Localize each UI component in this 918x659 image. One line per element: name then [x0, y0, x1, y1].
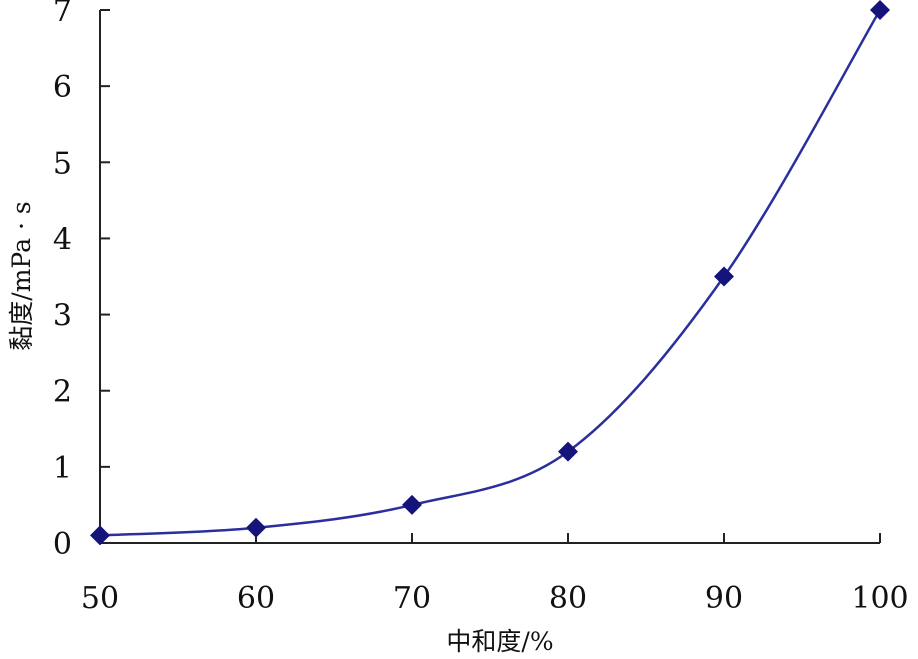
y-tick-label: 3: [53, 299, 72, 334]
x-axis-ticks: 50 60 70 80 90 100: [81, 533, 909, 616]
x-tick-label: 50: [81, 581, 119, 616]
x-tick-label: 90: [705, 581, 743, 616]
y-tick-label: 5: [53, 146, 72, 181]
x-tick-label: 80: [549, 581, 587, 616]
x-tick-label: 100: [851, 581, 908, 616]
y-tick-label: 7: [53, 0, 72, 29]
y-tick-label: 4: [53, 222, 72, 257]
series-group: [90, 0, 890, 546]
data-point-marker: [558, 441, 578, 462]
data-point-marker: [402, 494, 422, 515]
x-axis-label: 中和度/%: [446, 627, 553, 656]
data-point-marker: [246, 517, 266, 538]
axes: [99, 10, 880, 544]
data-point-marker: [714, 266, 734, 287]
data-point-marker: [870, 0, 890, 20]
y-tick-label: 0: [53, 527, 72, 562]
y-axis-ticks: 0 1 2 3 4 5 6 7: [53, 0, 110, 562]
x-tick-label: 70: [393, 581, 431, 616]
x-tick-label: 60: [237, 581, 275, 616]
series-line: [99, 9, 882, 537]
data-point-marker: [90, 525, 110, 546]
y-axis-label: 黏度/mPa · s: [7, 201, 36, 350]
y-tick-label: 1: [53, 451, 72, 486]
y-tick-label: 2: [53, 375, 72, 410]
y-tick-label: 6: [53, 70, 72, 105]
